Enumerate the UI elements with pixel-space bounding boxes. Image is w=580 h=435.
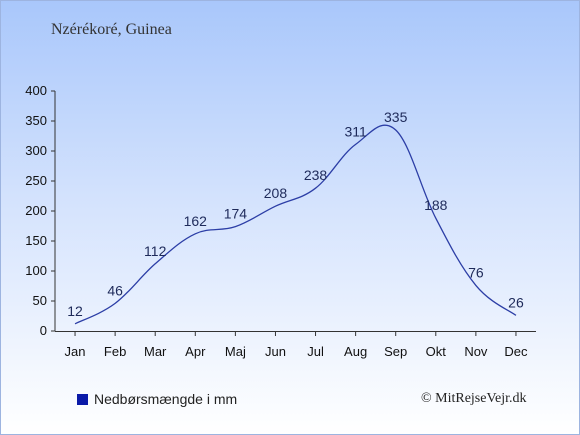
data-label: 26	[508, 294, 524, 310]
data-label: 335	[384, 109, 408, 125]
x-tick-label: Maj	[225, 344, 246, 359]
x-tick-label: Okt	[426, 344, 447, 359]
x-tick-label: Dec	[504, 344, 528, 359]
x-tick-label: Aug	[344, 344, 367, 359]
data-label: 12	[67, 303, 83, 319]
y-tick-label: 200	[25, 203, 47, 218]
y-tick-label: 100	[25, 263, 47, 278]
y-tick-label: 150	[25, 233, 47, 248]
x-tick-label: Nov	[464, 344, 488, 359]
series-line	[74, 124, 517, 325]
data-label: 76	[468, 264, 484, 280]
legend-swatch	[77, 393, 88, 405]
x-tick-label: Apr	[185, 344, 206, 359]
y-tick-label: 0	[40, 323, 47, 338]
data-label: 311	[344, 123, 367, 139]
x-tick-label: Mar	[144, 344, 167, 359]
chart-title: Nzérékoré, Guinea	[51, 21, 172, 38]
x-tick-label: Jun	[265, 344, 286, 359]
y-tick-label: 350	[25, 113, 47, 128]
credit-text: © MitRejseVejr.dk	[421, 391, 527, 406]
legend-label: Nedbørsmængde i mm	[94, 391, 238, 407]
y-tick-label: 400	[25, 83, 47, 98]
x-tick-label: Feb	[104, 344, 126, 359]
data-label: 238	[304, 167, 328, 183]
x-tick-label: Sep	[384, 344, 407, 359]
legend: Nedbørsmængde i mm	[77, 391, 237, 407]
y-tick-label: 50	[33, 293, 47, 308]
x-tick-label: Jan	[65, 344, 86, 359]
y-tick-label: 300	[25, 143, 47, 158]
x-tick-label: Jul	[307, 344, 324, 359]
data-label: 208	[264, 185, 288, 201]
data-label: 188	[424, 197, 448, 213]
data-label: 174	[224, 206, 248, 222]
data-label: 162	[184, 213, 208, 229]
data-label: 112	[144, 243, 167, 259]
y-tick-label: 250	[25, 173, 47, 188]
data-label: 46	[107, 282, 123, 298]
